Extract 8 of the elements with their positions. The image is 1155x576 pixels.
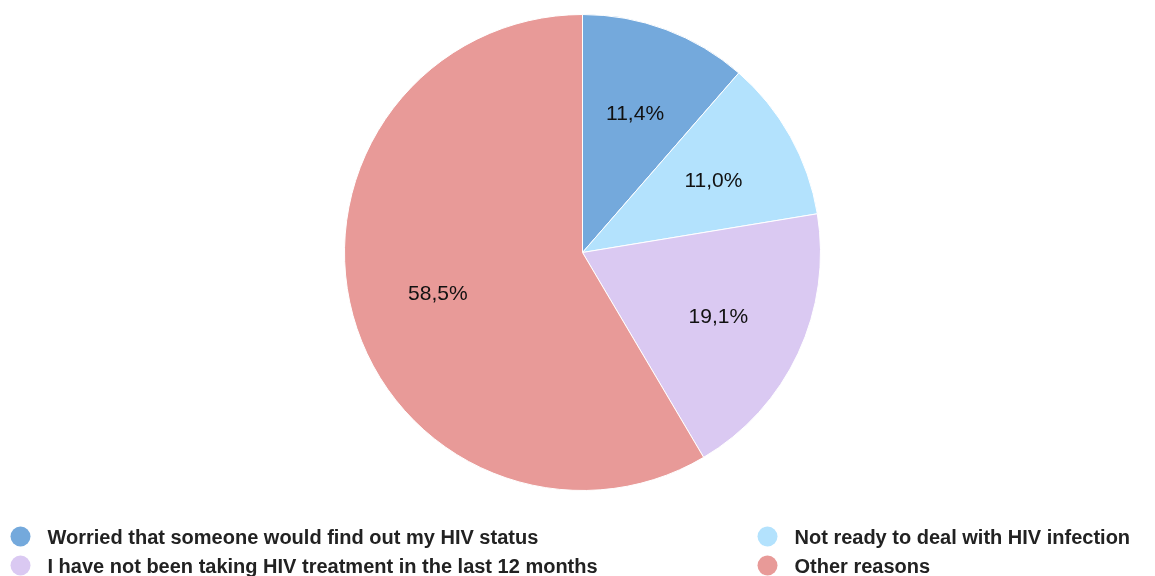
- data-label: 19,1%: [688, 304, 749, 328]
- data-label: 58,5%: [408, 280, 468, 304]
- legend-label: Worried that someone would find out my HIV status: [47, 525, 539, 548]
- legend-label: Not ready to deal with HIV infection: [794, 525, 1131, 548]
- data-label: 11,0%: [684, 167, 743, 191]
- legend-label: Other reasons: [794, 554, 931, 576]
- legend-label: I have not been taking HIV treatment in the last 12 months: [47, 554, 598, 576]
- data-label: 11,4%: [606, 100, 665, 124]
